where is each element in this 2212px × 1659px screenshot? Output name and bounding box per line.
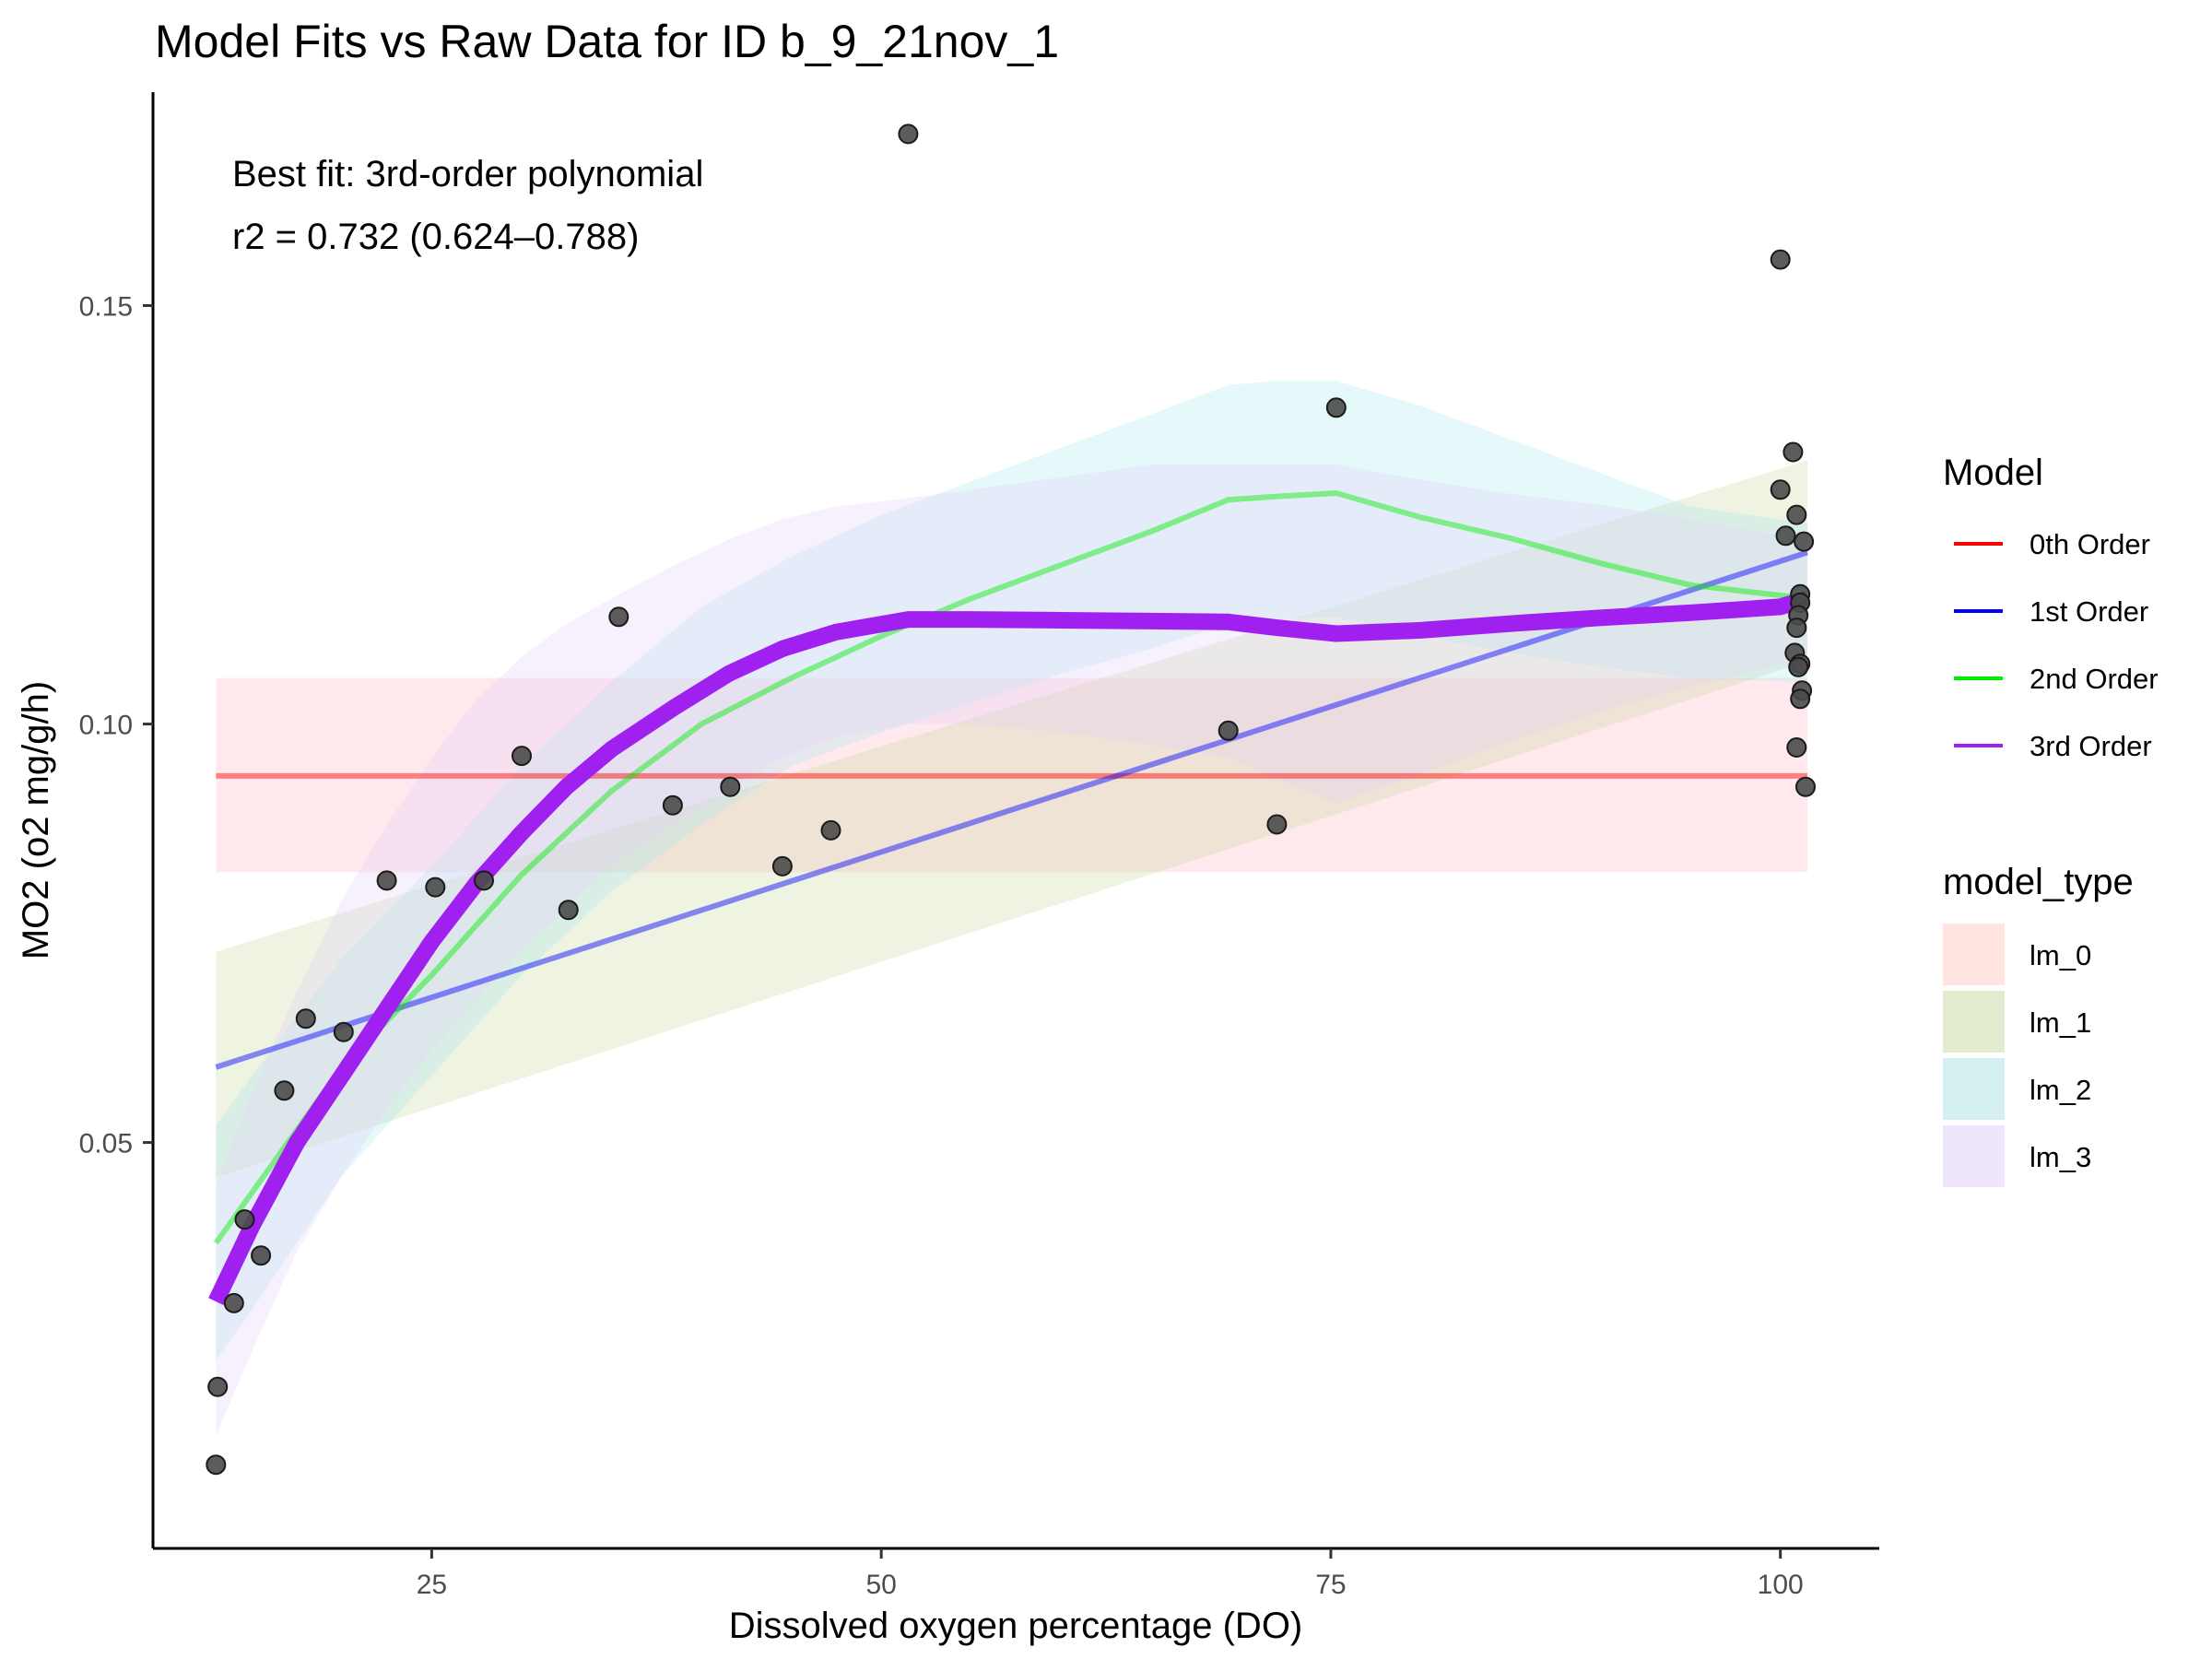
y-axis-ticks: 0.05 0.10 0.15 [79, 292, 153, 1159]
x-tick-label: 50 [865, 1570, 896, 1600]
data-point [1770, 249, 1791, 270]
x-tick-label: 100 [1758, 1570, 1804, 1600]
ribbon-lm-3 [216, 465, 1807, 1436]
legend-type-label: lm_3 [2030, 1141, 2091, 1173]
legend-model-label: 3rd Order [2030, 730, 2152, 762]
data-point [206, 1454, 227, 1476]
data-point [376, 870, 397, 891]
r2-annotation: r2 = 0.732 (0.624–0.788) [232, 217, 639, 257]
legend-model-type: lm_0 lm_1 lm_2 lm_3 [1943, 924, 2091, 1187]
legend-model-label: 1st Order [2030, 595, 2148, 628]
y-tick-label: 0.05 [79, 1129, 133, 1159]
data-point [223, 1292, 244, 1313]
legend-model: 0th Order 1st Order 2nd Order 3rd Order [1954, 528, 2159, 762]
legend-type-title: model_type [1943, 862, 2134, 902]
data-point [1794, 531, 1815, 552]
fit-line-2nd-order [213, 490, 1808, 1245]
legend-type-key [1943, 1058, 2005, 1120]
x-axis-title: Dissolved oxygen percentage (DO) [729, 1606, 1303, 1646]
y-tick-label: 0.15 [79, 292, 133, 323]
data-point [207, 1376, 229, 1397]
data-point [1786, 618, 1807, 639]
data-point [1218, 720, 1239, 741]
data-point [898, 124, 919, 145]
data-point [608, 606, 629, 628]
fit-line-1st-order [215, 549, 1808, 1070]
y-axis-title: MO2 (o2 mg/g/h) [16, 681, 56, 959]
data-point [474, 870, 494, 891]
data-point [720, 776, 741, 797]
data-point [662, 794, 683, 816]
legend-type-label: lm_1 [2030, 1006, 2091, 1039]
data-point [251, 1245, 272, 1266]
legend-type-key [1943, 1125, 2005, 1187]
ribbon-lm-1 [216, 460, 1807, 1178]
legend-model-label: 2nd Order [2030, 663, 2159, 695]
data-point [234, 1209, 255, 1230]
x-tick-label: 75 [1315, 1570, 1346, 1600]
data-point [1325, 397, 1347, 418]
data-point [274, 1080, 295, 1101]
y-tick-label: 0.10 [79, 711, 133, 741]
x-axis-ticks: 25 50 75 100 [417, 1548, 1804, 1600]
data-point [512, 746, 532, 767]
data-point [558, 900, 579, 921]
data-points [206, 124, 1816, 1476]
best-fit-annotation: Best fit: 3rd-order polynomial [232, 154, 703, 194]
data-point [771, 855, 793, 877]
legend-type-key [1943, 991, 2005, 1053]
data-point [333, 1021, 354, 1042]
x-tick-label: 25 [417, 1570, 447, 1600]
chart-title: Model Fits vs Raw Data for ID b_9_21nov_… [155, 16, 1059, 67]
legend-model-title: Model [1943, 453, 2043, 493]
data-point [1788, 656, 1809, 677]
data-point [1795, 776, 1816, 797]
data-point [1790, 688, 1811, 710]
ribbon-lm-0 [216, 677, 1807, 873]
data-point [1786, 504, 1807, 525]
legend-type-key [1943, 924, 2005, 985]
fit-line-3rd-order [208, 590, 1810, 1305]
data-point [1786, 737, 1807, 758]
data-point [1770, 479, 1791, 500]
data-point [1775, 525, 1796, 547]
data-point [820, 819, 841, 841]
data-point [1783, 441, 1804, 463]
legend-model-label: 0th Order [2030, 528, 2150, 560]
data-point [1266, 814, 1288, 835]
legend-type-label: lm_2 [2030, 1074, 2091, 1106]
fit-lines [208, 490, 1810, 1305]
data-point [425, 877, 446, 898]
data-point [295, 1008, 316, 1030]
legend-type-label: lm_0 [2030, 939, 2091, 971]
